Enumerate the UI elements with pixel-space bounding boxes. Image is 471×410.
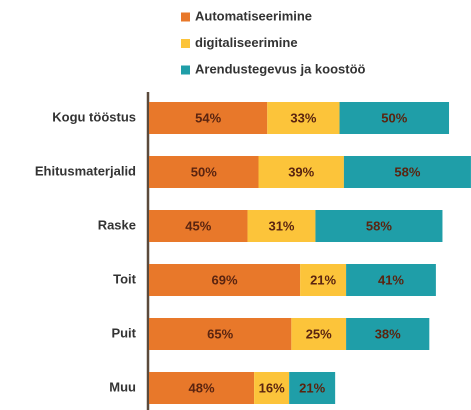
bar-segment	[289, 372, 336, 404]
category-label: Raske	[98, 217, 136, 232]
data-label: 45%	[185, 218, 211, 233]
bar-segment	[254, 372, 290, 404]
bar-segment	[346, 318, 430, 350]
bar-segment	[247, 210, 316, 242]
data-label: 69%	[212, 272, 238, 287]
bar-segment	[343, 156, 471, 188]
bar-segment	[291, 318, 347, 350]
data-label: 33%	[290, 110, 316, 125]
category-label: Ehitusmaterjalid	[35, 163, 136, 178]
category-label: Muu	[109, 379, 136, 394]
bar-segment	[149, 210, 248, 242]
legend-swatch	[181, 65, 190, 75]
category-label: Kogu tööstus	[52, 109, 136, 124]
bar-segment	[315, 210, 443, 242]
data-label: 38%	[375, 326, 401, 341]
bar-segment	[267, 102, 340, 134]
legend-label: Arendustegevus ja koostöö	[195, 61, 366, 76]
category-label: Toit	[113, 271, 137, 286]
category-label: Puit	[111, 325, 136, 340]
bar-segment	[149, 156, 259, 188]
legend-label: Automatiseerimine	[195, 8, 312, 23]
data-label: 41%	[378, 272, 404, 287]
data-label: 39%	[288, 164, 314, 179]
data-label: 31%	[268, 218, 294, 233]
bar-segment	[339, 102, 450, 134]
data-label: 16%	[259, 380, 285, 395]
bar-segment	[149, 318, 292, 350]
legend-swatch	[181, 12, 190, 22]
data-label: 48%	[189, 380, 215, 395]
data-label: 65%	[207, 326, 233, 341]
bar-segment	[149, 372, 255, 404]
bar-segment	[149, 264, 301, 296]
data-label: 21%	[310, 272, 336, 287]
bar-segment	[300, 264, 347, 296]
bar-segment	[258, 156, 344, 188]
bar-segment	[346, 264, 436, 296]
legend-label: digitaliseerimine	[195, 35, 298, 50]
data-label: 54%	[195, 110, 221, 125]
data-label: 21%	[299, 380, 325, 395]
legend-swatch	[181, 39, 190, 48]
data-label: 50%	[381, 110, 407, 125]
data-label: 58%	[366, 218, 392, 233]
data-label: 50%	[191, 164, 217, 179]
data-label: 58%	[394, 164, 420, 179]
data-label: 25%	[306, 326, 332, 341]
bar-segment	[149, 102, 268, 134]
